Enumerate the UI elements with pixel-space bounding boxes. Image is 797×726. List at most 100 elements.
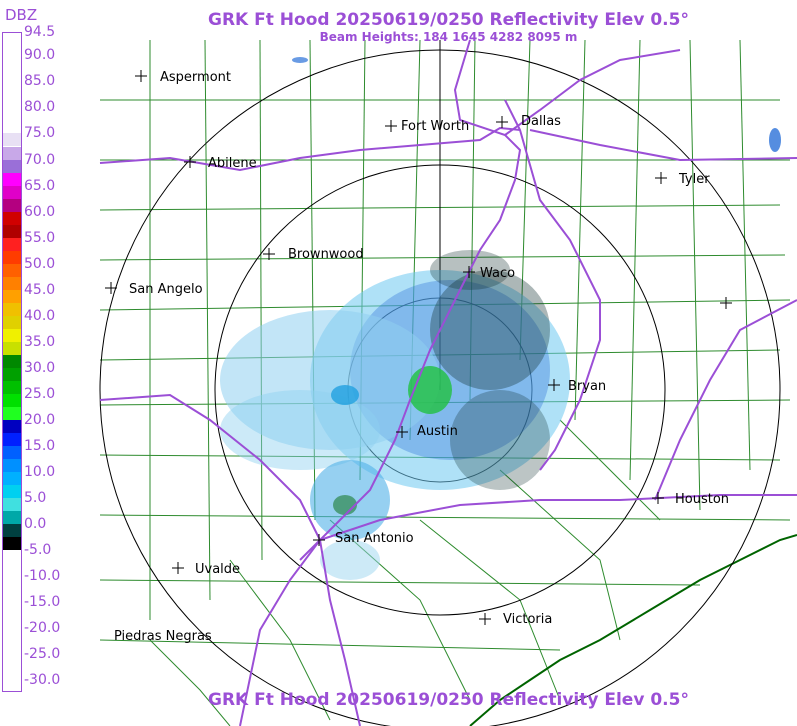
- legend-swatch: [3, 263, 21, 277]
- city-marker-unlabeled: [720, 297, 732, 309]
- legend-swatch: [3, 445, 21, 459]
- city-label-victoria: Victoria: [503, 612, 552, 627]
- city-label-tyler: Tyler: [678, 172, 710, 187]
- legend-tick-label: 25.0: [24, 385, 56, 402]
- legend-swatch: [3, 549, 21, 563]
- legend-swatch: [3, 315, 21, 329]
- city-label-austin: Austin: [417, 424, 458, 439]
- map-title: GRK Ft Hood 20250619/0250 Reflectivity E…: [208, 10, 689, 30]
- legend-swatch: [3, 471, 21, 485]
- city-marker-uvalde: [172, 562, 184, 574]
- city-label-abilene: Abilene: [208, 156, 257, 171]
- legend-swatch: [3, 536, 21, 550]
- city-label-bryan: Bryan: [568, 379, 606, 394]
- legend-swatch: [3, 133, 21, 147]
- legend-tick-label: 5.0: [24, 489, 47, 506]
- city-marker-victoria: [479, 613, 491, 625]
- legend-tick-label: 85.0: [24, 73, 56, 90]
- legend-swatch: [3, 497, 21, 511]
- legend-swatch: [3, 484, 21, 498]
- legend-swatch: [3, 198, 21, 212]
- city-marker-houston: [652, 492, 664, 504]
- city-labels: Aspermont Abilene Fort Worth Dallas Tyle…: [114, 70, 729, 644]
- legend-swatch: [3, 406, 21, 420]
- city-marker-aspermont: [135, 70, 147, 82]
- legend-swatch: [3, 211, 21, 225]
- legend-tick-label: 75.0: [24, 125, 56, 142]
- city-label-uvalde: Uvalde: [195, 562, 240, 577]
- legend-swatch: [3, 185, 21, 199]
- legend-swatch: [3, 419, 21, 433]
- city-marker-abilene: [184, 156, 196, 168]
- legend-swatch: [3, 276, 21, 290]
- legend-tick-label: 55.0: [24, 229, 56, 246]
- legend-swatch: [3, 289, 21, 303]
- beam-heights: Beam Heights: 184 1645 4282 8095 m: [319, 30, 578, 44]
- legend-tick-label: 70.0: [24, 151, 56, 168]
- legend-swatch: [3, 393, 21, 407]
- legend-swatch: [3, 354, 21, 368]
- legend-tick-label: -10.0: [24, 567, 61, 584]
- city-label-waco: Waco: [480, 266, 515, 281]
- city-label-brownwood: Brownwood: [288, 247, 364, 262]
- legend-tick-label: 94.5: [24, 24, 56, 40]
- legend-swatch: [3, 237, 21, 251]
- city-marker-san-angelo: [105, 282, 117, 294]
- city-label-dallas: Dallas: [521, 114, 561, 129]
- legend-tick-label: 35.0: [24, 333, 56, 350]
- legend-swatch: [3, 328, 21, 342]
- city-label-san-angelo: San Angelo: [129, 282, 203, 297]
- legend-swatch: [3, 341, 21, 355]
- city-label-houston: Houston: [675, 492, 729, 507]
- legend-swatch: [3, 224, 21, 238]
- city-marker-fort-worth: [385, 120, 397, 132]
- city-marker-dallas: [496, 116, 508, 128]
- legend-tick-label: 50.0: [24, 255, 56, 272]
- legend-tick-label: -20.0: [24, 619, 61, 636]
- city-label-piedras-negras: Piedras Negras: [114, 629, 212, 644]
- city-label-aspermont: Aspermont: [160, 70, 231, 85]
- legend-swatch: [3, 159, 21, 173]
- legend-tick-label: 15.0: [24, 437, 56, 454]
- legend-swatch: [3, 250, 21, 264]
- legend-tick-label: 30.0: [24, 359, 56, 376]
- city-marker-brownwood: [263, 248, 275, 260]
- legend-tick-label: -30.0: [24, 672, 61, 688]
- legend-tick-label: 45.0: [24, 281, 56, 298]
- legend-swatch: [3, 380, 21, 394]
- legend-tick-label: -15.0: [24, 593, 61, 610]
- legend-swatch: [3, 146, 21, 160]
- legend-swatch: [3, 302, 21, 316]
- city-label-san-antonio: San Antonio: [335, 531, 414, 546]
- city-marker-waco: [463, 266, 475, 278]
- city-marker-san-antonio: [313, 534, 325, 546]
- city-marker-bryan: [548, 379, 560, 391]
- legend-tick-label: 90.0: [24, 47, 56, 64]
- legend-tick-label: 10.0: [24, 463, 56, 480]
- legend-swatch: [3, 510, 21, 524]
- legend-swatch: [3, 107, 21, 134]
- legend-swatch: [3, 458, 21, 472]
- legend-tick-label: 0.0: [24, 515, 47, 532]
- map-title-bottom: GRK Ft Hood 20250619/0250 Reflectivity E…: [208, 690, 689, 710]
- legend-tick-label: 60.0: [24, 203, 56, 220]
- city-label-fort-worth: Fort Worth: [401, 119, 469, 134]
- legend-unit-label: DBZ: [5, 6, 38, 24]
- legend-tick-label: 65.0: [24, 177, 56, 194]
- legend-tick-label: -25.0: [24, 645, 61, 662]
- coastline: [469, 534, 797, 726]
- legend-tick-label: -5.0: [24, 541, 52, 558]
- legend-tick-label: 40.0: [24, 307, 56, 324]
- city-markers: [105, 70, 732, 625]
- legend-swatch: [3, 432, 21, 446]
- legend-tick-label: 80.0: [24, 99, 56, 116]
- legend-tick-label: 20.0: [24, 411, 56, 428]
- reflectivity-echoes: [220, 57, 781, 580]
- legend-swatch: [3, 172, 21, 186]
- city-marker-tyler: [655, 172, 667, 184]
- legend-swatch: [3, 523, 21, 537]
- city-marker-austin: [396, 426, 408, 438]
- legend-swatch: [3, 367, 21, 381]
